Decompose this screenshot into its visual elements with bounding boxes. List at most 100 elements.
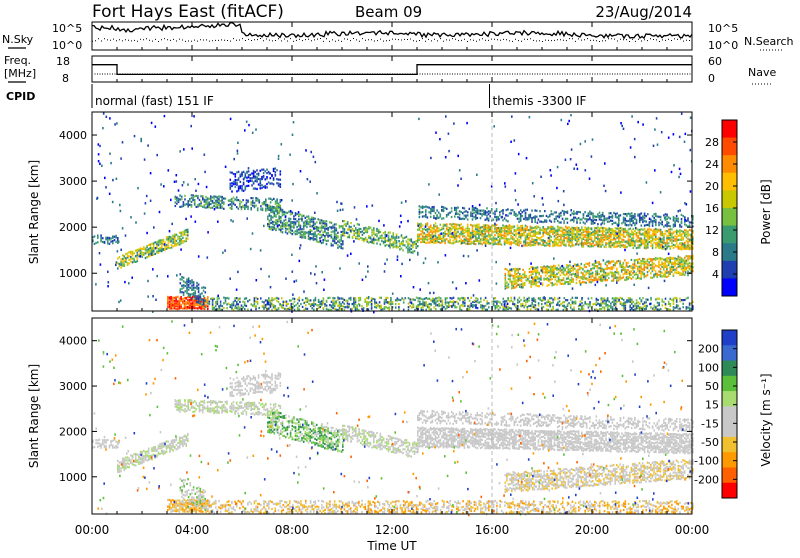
heatmap-cell bbox=[551, 275, 553, 277]
heatmap-cell bbox=[235, 181, 237, 183]
heatmap-cell bbox=[293, 218, 295, 220]
heatmap-cell bbox=[213, 198, 215, 200]
heatmap-cell bbox=[282, 224, 284, 226]
heatmap-cell bbox=[188, 281, 190, 283]
heatmap-cell bbox=[231, 307, 233, 309]
heatmap-cell bbox=[623, 228, 625, 230]
heatmap-cell bbox=[559, 241, 561, 243]
heatmap-cell bbox=[478, 224, 480, 226]
heatmap-cell bbox=[340, 246, 342, 248]
heatmap-cell bbox=[525, 301, 527, 303]
heatmap-cell bbox=[428, 234, 430, 236]
heatmap-cell bbox=[331, 234, 333, 236]
heatmap-cell bbox=[631, 244, 633, 246]
heatmap-cell bbox=[546, 304, 548, 306]
heatmap-cell bbox=[433, 300, 435, 302]
heatmap-cell bbox=[342, 298, 344, 300]
heatmap-cell bbox=[634, 218, 636, 220]
heatmap-cell bbox=[175, 201, 177, 203]
heatmap-cell bbox=[334, 301, 336, 303]
heatmap-cell bbox=[314, 231, 316, 233]
heatmap-cell bbox=[472, 213, 474, 215]
heatmap-cell bbox=[486, 238, 488, 240]
heatmap-cell bbox=[226, 307, 228, 309]
heatmap-cell bbox=[480, 227, 482, 229]
noise-ytick-top-left: 10^5 bbox=[52, 22, 82, 35]
heatmap-cell bbox=[316, 221, 318, 223]
heatmap-cell bbox=[360, 228, 362, 230]
heatmap-cell bbox=[469, 235, 471, 237]
heatmap-cell bbox=[502, 219, 504, 221]
heatmap-cell bbox=[534, 209, 536, 211]
heatmap-cell bbox=[493, 224, 495, 226]
heatmap-cell bbox=[195, 304, 197, 306]
heatmap-cell bbox=[678, 220, 680, 222]
heatmap-cell bbox=[644, 214, 646, 216]
heatmap-cell bbox=[583, 229, 585, 231]
heatmap-cell bbox=[205, 207, 207, 209]
heatmap-cell bbox=[429, 306, 431, 308]
heatmap-cell bbox=[368, 308, 370, 310]
heatmap-cell bbox=[565, 211, 567, 213]
heatmap-cell bbox=[670, 231, 672, 233]
heatmap-cell bbox=[201, 298, 203, 300]
heatmap-cell bbox=[562, 218, 564, 220]
heatmap-cell bbox=[571, 219, 573, 221]
heatmap-cell bbox=[676, 236, 678, 238]
heatmap-cell bbox=[665, 244, 667, 246]
heatmap-cell bbox=[293, 231, 295, 233]
heatmap-cell bbox=[561, 271, 563, 273]
heatmap-cell bbox=[292, 233, 294, 235]
heatmap-cell bbox=[670, 234, 672, 236]
heatmap-cell bbox=[517, 284, 519, 286]
heatmap-cell bbox=[678, 244, 680, 246]
heatmap-cell bbox=[616, 270, 618, 272]
heatmap-cell bbox=[406, 246, 408, 248]
heatmap-cell bbox=[509, 224, 511, 226]
heatmap-cell bbox=[443, 206, 445, 208]
heatmap-cell bbox=[319, 227, 321, 229]
heatmap-cell bbox=[546, 242, 548, 244]
heatmap-cell bbox=[420, 241, 422, 243]
heatmap-cell bbox=[283, 223, 285, 225]
heatmap-cell bbox=[445, 303, 447, 305]
heatmap-cell bbox=[549, 297, 551, 299]
heatmap-cell bbox=[122, 261, 124, 263]
heatmap-cell bbox=[629, 228, 631, 230]
heatmap-cell bbox=[217, 303, 219, 305]
heatmap-cell bbox=[290, 232, 292, 234]
heatmap-cell bbox=[248, 170, 250, 172]
heatmap-cell bbox=[452, 234, 454, 236]
heatmap-cell bbox=[602, 244, 604, 246]
heatmap-cell bbox=[267, 216, 269, 218]
heatmap-cell bbox=[445, 297, 447, 299]
heatmap-cell bbox=[522, 303, 524, 305]
heatmap-cell bbox=[653, 276, 655, 278]
heatmap-cell bbox=[234, 204, 236, 206]
heatmap-cell bbox=[493, 219, 495, 221]
heatmap-cell bbox=[674, 264, 676, 266]
heatmap-cell bbox=[217, 196, 219, 198]
heatmap-cell bbox=[570, 238, 572, 240]
heatmap-cell bbox=[440, 297, 442, 299]
heatmap-cell bbox=[507, 208, 509, 210]
heatmap-cell bbox=[181, 198, 183, 200]
heatmap-cell bbox=[158, 250, 160, 252]
heatmap-cell bbox=[357, 231, 359, 233]
heatmap-cell bbox=[440, 229, 442, 231]
heatmap-cell bbox=[313, 309, 315, 311]
heatmap-cell bbox=[661, 272, 663, 274]
heatmap-cell bbox=[562, 230, 564, 232]
heatmap-cell bbox=[456, 306, 458, 308]
heatmap-cell bbox=[660, 264, 662, 266]
heatmap-cell bbox=[607, 243, 609, 245]
heatmap-cell bbox=[225, 299, 227, 301]
heatmap-cell bbox=[327, 227, 329, 229]
heatmap-cell bbox=[644, 213, 646, 215]
heatmap-cell bbox=[438, 230, 440, 232]
heatmap-cell bbox=[681, 221, 683, 223]
heatmap-cell bbox=[569, 264, 571, 266]
heatmap-cell bbox=[597, 278, 599, 280]
heatmap-cell bbox=[167, 300, 169, 302]
heatmap-cell bbox=[527, 306, 529, 308]
